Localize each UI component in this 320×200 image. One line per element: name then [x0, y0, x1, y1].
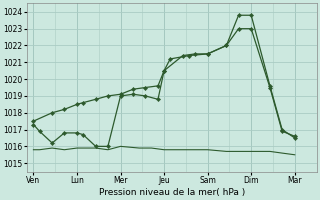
X-axis label: Pression niveau de la mer( hPa ): Pression niveau de la mer( hPa )	[99, 188, 245, 197]
